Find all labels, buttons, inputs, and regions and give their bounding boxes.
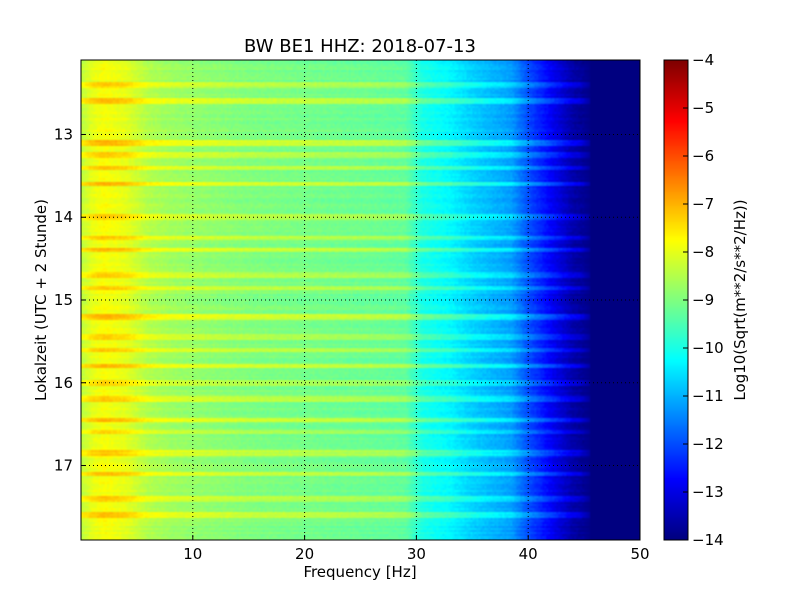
y-tick-label: 16 xyxy=(54,374,73,392)
colorbar-tick-label: −13 xyxy=(692,483,724,501)
plot-area: 10 20 30 40 50 13 14 15 16 17 xyxy=(54,59,650,563)
colorbar-tick-label: −7 xyxy=(692,195,714,213)
colorbar: −14 −13 −12 −11 −10 −9 −8 −7 −6 −5 −4 xyxy=(663,51,724,549)
colorbar-ticks: −14 −13 −12 −11 −10 −9 −8 −7 −6 −5 −4 xyxy=(683,51,724,549)
colorbar-tick-label: −6 xyxy=(692,147,714,165)
colorbar-tick-label: −9 xyxy=(692,291,714,309)
y-axis-label: Lokalzeit (UTC + 2 Stunde) xyxy=(32,199,50,401)
colorbar-tick-label: −8 xyxy=(692,243,714,261)
y-axis-ticks: 13 14 15 16 17 xyxy=(54,125,86,475)
grid-lines xyxy=(81,60,640,540)
x-tick-label: 10 xyxy=(183,545,202,563)
colorbar-tick-label: −5 xyxy=(692,99,714,117)
x-tick-label: 40 xyxy=(519,545,538,563)
colorbar-tick-label: −14 xyxy=(692,531,724,549)
y-tick-label: 17 xyxy=(54,457,73,475)
spectrogram-heatmap xyxy=(81,60,640,540)
x-axis-ticks: 10 20 30 40 50 xyxy=(183,535,650,563)
x-tick-label: 50 xyxy=(630,545,649,563)
chart-title: BW BE1 HHZ: 2018-07-13 xyxy=(244,36,476,57)
y-tick-label: 15 xyxy=(54,291,73,309)
x-tick-label: 20 xyxy=(295,545,314,563)
colorbar-tick-label: −10 xyxy=(692,339,724,357)
colorbar-tick-label: −12 xyxy=(692,435,724,453)
x-tick-label: 30 xyxy=(407,545,426,563)
colorbar-tick-label: −11 xyxy=(692,387,724,405)
x-axis-label: Frequency [Hz] xyxy=(303,563,416,581)
y-tick-label: 14 xyxy=(54,208,73,226)
y-tick-label: 13 xyxy=(54,125,73,143)
colorbar-label: Log10(Sqrt(m**2/s**2/Hz)) xyxy=(731,199,749,400)
colorbar-tick-label: −4 xyxy=(692,51,714,69)
